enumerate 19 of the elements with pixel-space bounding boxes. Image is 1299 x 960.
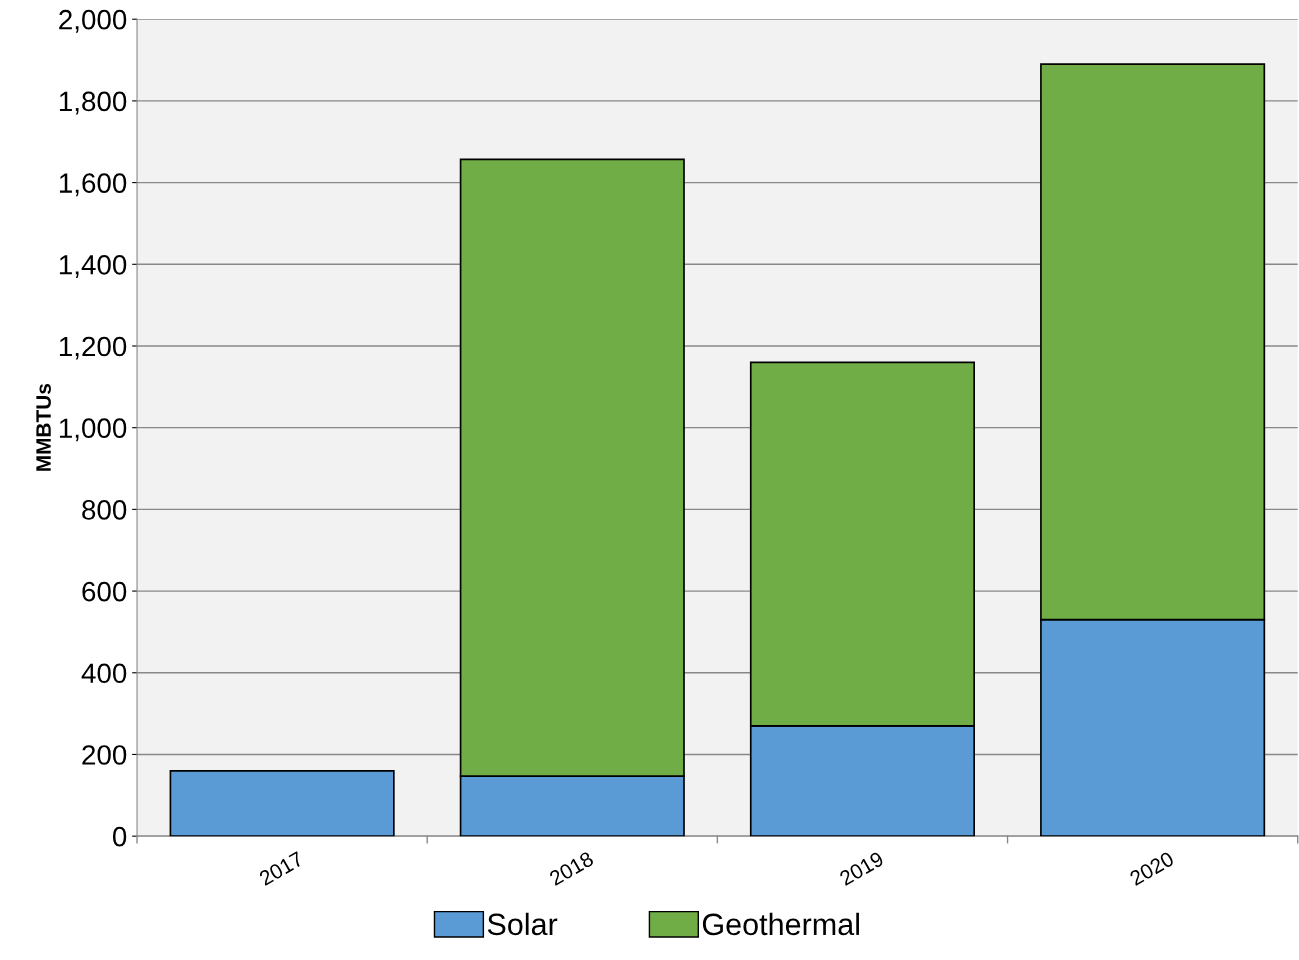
y-tick-label: 1,400 <box>59 254 127 278</box>
y-tick-label: 2,000 <box>59 9 127 33</box>
y-tick-label: 800 <box>82 500 127 520</box>
y-tick-label: 400 <box>81 663 127 684</box>
y-tick-label: 1,600 <box>59 173 127 197</box>
bar <box>169 769 395 837</box>
y-tick-label: 1,800 <box>59 91 127 115</box>
y-tick-label: 1,200 <box>59 336 127 360</box>
x-tick-label: 2019 <box>838 851 885 886</box>
y-tick-label: 600 <box>82 581 127 602</box>
y-axis-title: MMBTUs <box>36 383 51 471</box>
x-tick-label: 2017 <box>258 851 305 886</box>
legend-label: Solar <box>487 912 558 936</box>
x-tick-label: 2018 <box>548 850 595 886</box>
y-tick-label: 0 <box>112 826 127 847</box>
y-tick-label: 1,000 <box>59 418 127 442</box>
legend-label: Geothermal <box>702 912 859 936</box>
x-tick-label: 2020 <box>1128 850 1175 886</box>
y-tick-label: 200 <box>82 745 127 765</box>
